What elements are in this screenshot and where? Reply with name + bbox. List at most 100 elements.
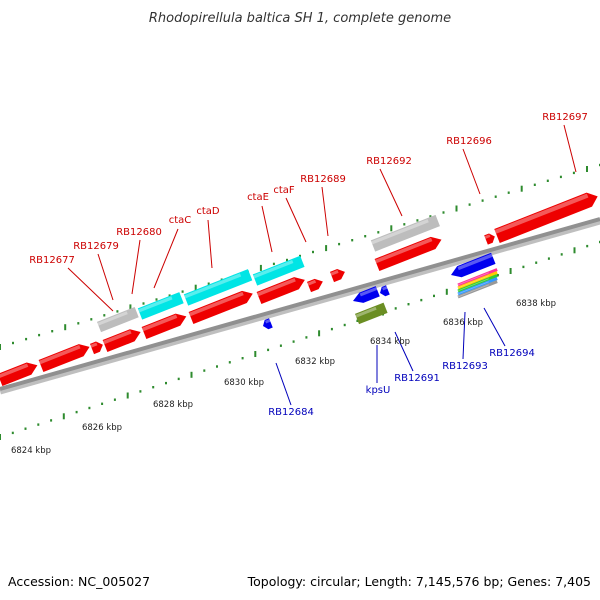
scale-label: 6834 kbp	[370, 337, 410, 347]
reverse-gene-label: RB12691	[394, 373, 440, 384]
map-title: Rhodopirellula baltica SH 1, complete ge…	[149, 11, 451, 26]
minor-tick	[343, 323, 346, 327]
minor-tick	[177, 377, 180, 381]
forward-gene-label: ctaE	[247, 192, 269, 203]
major-tick	[390, 225, 393, 232]
major-tick	[0, 344, 1, 350]
minor-tick	[51, 330, 54, 333]
leader-line	[275, 362, 292, 406]
major-tick	[445, 288, 448, 295]
cds-left	[0, 362, 38, 387]
cds	[102, 329, 141, 353]
scale-label: 6826 kbp	[82, 423, 122, 433]
minor-tick	[37, 423, 40, 426]
minor-tick	[228, 361, 231, 364]
reverse-cds-small	[380, 285, 390, 297]
cds-small	[329, 269, 345, 283]
backbone-line	[0, 217, 600, 391]
feature-gray-2	[370, 214, 440, 252]
minor-tick	[394, 307, 397, 310]
leader-line	[563, 124, 577, 173]
minor-tick	[165, 381, 167, 385]
minor-tick	[507, 191, 510, 194]
major-tick	[190, 371, 193, 378]
minor-tick	[11, 431, 14, 435]
minor-tick	[203, 369, 206, 372]
tick-marks	[0, 163, 600, 440]
major-tick	[126, 392, 129, 399]
reverse-gene-label: RB12684	[268, 407, 314, 418]
scale-label: 6828 kbp	[153, 400, 193, 410]
minor-tick	[90, 318, 93, 321]
cds-small	[306, 278, 323, 293]
forward-gene-label: RB12679	[73, 241, 119, 252]
minor-tick	[50, 419, 53, 422]
minor-tick	[356, 319, 359, 322]
minor-tick	[77, 322, 80, 325]
major-tick	[318, 330, 321, 337]
minor-tick	[38, 333, 41, 337]
minor-tick	[12, 341, 14, 345]
reverse-gene-label: kpsU	[366, 385, 391, 396]
scale-label: 6830 kbp	[224, 378, 264, 388]
minor-tick	[496, 274, 499, 277]
scale-label: 6836 kbp	[443, 318, 483, 328]
minor-tick	[116, 310, 119, 313]
major-tick	[129, 304, 132, 311]
major-tick	[509, 268, 512, 274]
minor-tick	[142, 302, 145, 305]
forward-gene-label: RB12677	[29, 255, 75, 266]
feature-ctaE	[252, 255, 305, 286]
minor-tick	[330, 327, 333, 331]
minor-tick	[155, 298, 158, 301]
minor-tick	[216, 365, 218, 368]
scale-label: 6832 kbp	[295, 357, 335, 367]
major-tick	[254, 351, 257, 357]
major-tick	[64, 324, 67, 331]
reverse-cds	[451, 252, 496, 278]
minor-tick	[267, 348, 270, 352]
minor-tick	[312, 250, 314, 254]
minor-tick	[560, 253, 563, 256]
leader-line	[97, 253, 114, 301]
leader-line	[462, 148, 481, 195]
cds	[256, 277, 305, 305]
genome-summary: Topology: circular; Length: 7,145,576 bp…	[247, 574, 591, 589]
cds-small	[89, 341, 103, 355]
leader-line	[394, 331, 414, 372]
minor-tick	[113, 398, 116, 401]
minor-tick	[468, 203, 471, 206]
minor-tick	[25, 337, 28, 341]
minor-tick	[139, 390, 142, 393]
major-tick	[520, 185, 523, 192]
minor-tick	[364, 235, 367, 238]
minor-tick	[559, 175, 562, 179]
leader-line	[483, 307, 506, 347]
leader-line	[131, 239, 141, 295]
leader-line	[67, 267, 114, 312]
cds	[188, 290, 253, 325]
minor-tick	[403, 223, 406, 226]
major-tick	[455, 205, 458, 212]
major-tick	[573, 247, 576, 254]
forward-gene-label: ctaD	[196, 206, 220, 217]
reverse-cds	[353, 286, 380, 303]
scale-label: 6824 kbp	[11, 446, 51, 456]
cds	[141, 313, 187, 340]
minor-tick	[494, 195, 497, 198]
major-tick	[62, 413, 65, 420]
minor-tick	[547, 257, 550, 260]
leader-line	[285, 197, 307, 243]
minor-tick	[535, 261, 538, 264]
leader-line	[261, 205, 273, 253]
forward-gene-label: ctaC	[169, 215, 192, 226]
leader-line	[153, 228, 179, 289]
accession-text: Accession: NC_005027	[8, 574, 150, 589]
minor-tick	[420, 298, 423, 302]
major-tick	[586, 166, 588, 172]
minor-tick	[24, 427, 27, 430]
label-leaders	[67, 124, 577, 406]
minor-tick	[101, 402, 104, 405]
cds	[374, 236, 442, 272]
